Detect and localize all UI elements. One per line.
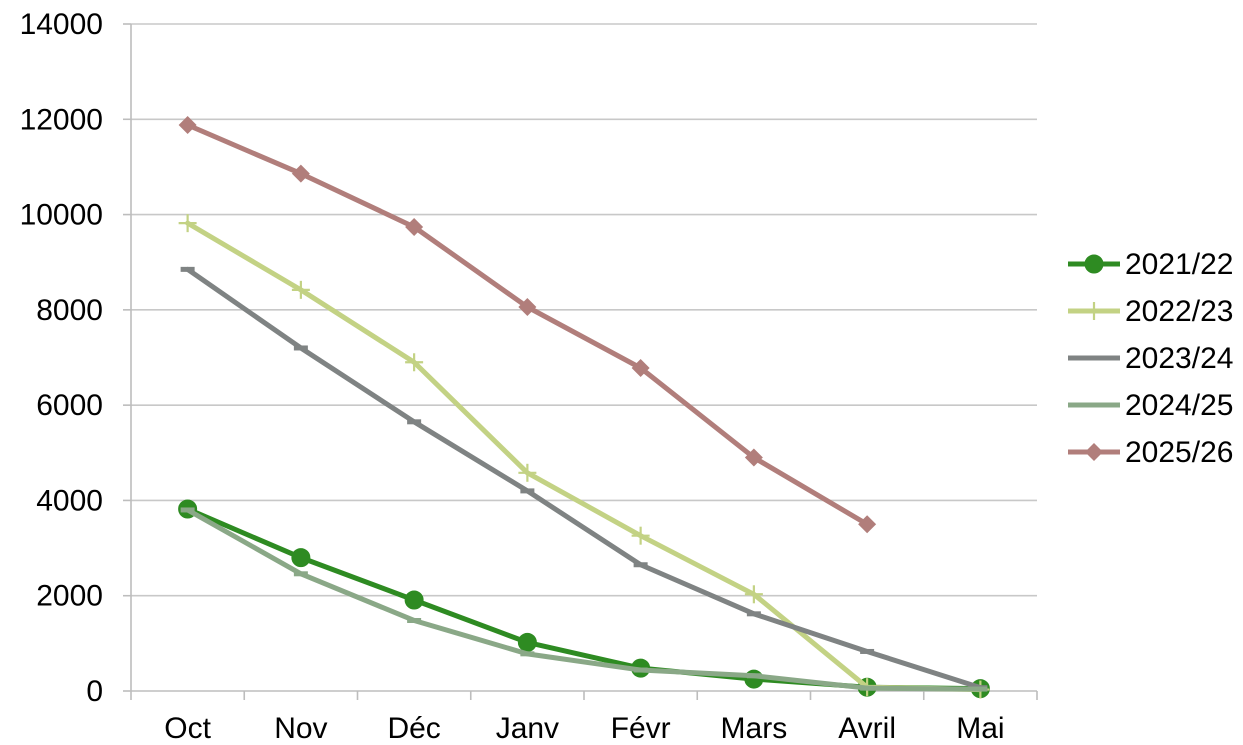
series-0-point (291, 548, 311, 568)
y-tick-label: 10000 (20, 199, 103, 232)
y-tick-label: 0 (86, 675, 103, 708)
series-4-point (291, 164, 310, 183)
series-line-1 (185, 220, 983, 693)
legend-label: 2025/26 (1125, 436, 1233, 469)
series-line-2 (185, 266, 983, 691)
y-tick-label: 4000 (36, 484, 103, 517)
legend-point (1084, 254, 1104, 274)
legend-label: 2021/22 (1125, 248, 1233, 281)
legend-label: 2022/23 (1125, 295, 1233, 328)
legend-item: 2024/25 (1068, 389, 1233, 422)
legend-point (1085, 302, 1103, 320)
legend-label: 2024/25 (1125, 389, 1233, 422)
series-lines (178, 116, 990, 699)
series-4 (178, 116, 877, 534)
x-tick-label: Déc (387, 712, 440, 745)
legend-item: 2023/24 (1068, 342, 1233, 375)
y-tick-label: 6000 (36, 389, 103, 422)
x-tick-label: Févr (611, 712, 671, 745)
y-tick-label: 8000 (36, 294, 103, 327)
series-3 (180, 507, 988, 692)
series-0-point (404, 590, 424, 610)
series-1-point (405, 353, 424, 372)
series-4-point (858, 515, 877, 534)
series-1-point (631, 526, 650, 545)
x-tick-label: Avril (838, 712, 896, 745)
series-1-point (518, 463, 537, 482)
x-tick-label: Oct (164, 712, 211, 745)
series-4-point (405, 217, 424, 236)
legend: 2021/22 2022/23 2023/24 2024/25 2025/26 (1068, 248, 1233, 469)
series-4-point (631, 358, 650, 377)
legend-item: 2025/26 (1068, 436, 1233, 469)
y-tick-label: 2000 (36, 580, 103, 613)
y-tick-label: 12000 (20, 103, 103, 136)
series-4-point (518, 297, 537, 316)
x-tick-label: Janv (496, 712, 559, 745)
series-1-point (744, 585, 763, 604)
series-1 (178, 214, 990, 699)
series-0-point (744, 669, 764, 689)
series-1-point (178, 214, 197, 233)
series-1-point (291, 280, 310, 299)
x-tick-label: Mai (956, 712, 1004, 745)
legend-label: 2023/24 (1125, 342, 1233, 375)
series-4-point (744, 448, 763, 467)
gridlines (131, 23, 1037, 597)
x-tick-label: Mars (721, 712, 788, 745)
x-tick-label: Nov (274, 712, 327, 745)
series-2 (180, 266, 988, 691)
legend-item: 2022/23 (1068, 295, 1233, 328)
series-line-3 (185, 507, 983, 692)
legend-point (1085, 443, 1103, 461)
axes: 0 2000 4000 6000 8000 10000 12000 14000 Oct Nov Dé… (20, 8, 1038, 745)
series-0-point (517, 632, 537, 652)
y-tick-label: 14000 (20, 8, 103, 41)
legend-item: 2021/22 (1068, 248, 1233, 281)
series-4-point (178, 116, 197, 135)
